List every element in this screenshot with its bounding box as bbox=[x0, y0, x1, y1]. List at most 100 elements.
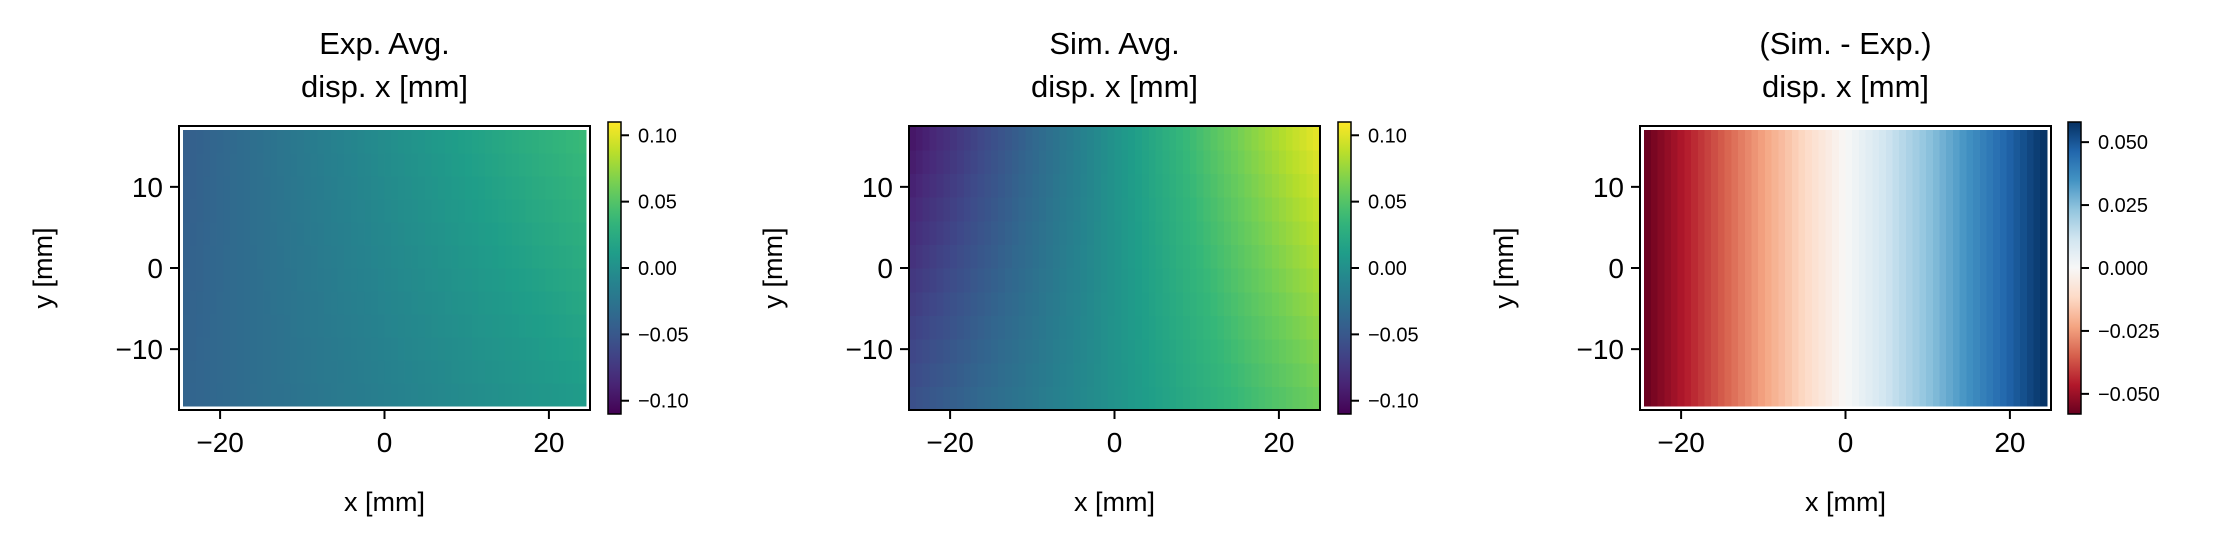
heatmap-cell bbox=[1039, 386, 1047, 411]
heatmap-cell bbox=[444, 130, 453, 154]
heatmap-cell bbox=[1093, 149, 1102, 174]
heatmap-cell bbox=[1121, 268, 1129, 293]
heatmap-cell bbox=[337, 153, 345, 177]
heatmap-cell bbox=[1272, 197, 1280, 222]
heatmap-cell bbox=[391, 268, 399, 292]
heatmap-cell bbox=[1832, 176, 1840, 200]
heatmap-cell bbox=[518, 290, 527, 315]
heatmap-cell bbox=[404, 359, 412, 384]
heatmap-cell bbox=[1244, 386, 1253, 411]
colorbar-tick-label: 0.025 bbox=[2098, 195, 2148, 217]
heatmap-cell bbox=[1684, 313, 1692, 338]
heatmap-cell bbox=[1818, 153, 1826, 177]
heatmap-cell bbox=[956, 339, 965, 364]
heatmap-cell bbox=[559, 336, 567, 361]
heatmap-cell bbox=[1952, 153, 1961, 177]
heatmap-cell bbox=[1966, 153, 1974, 177]
heatmap-cell bbox=[1114, 386, 1122, 411]
heatmap-cell bbox=[230, 130, 238, 154]
heatmap-cell bbox=[1865, 336, 1873, 361]
heatmap-cell bbox=[1670, 176, 1679, 200]
heatmap-cell bbox=[1046, 149, 1054, 174]
heatmap-cell bbox=[1919, 199, 1927, 223]
heatmap-cell bbox=[1986, 268, 1994, 292]
heatmap-cell bbox=[1162, 197, 1170, 222]
heatmap-cell bbox=[991, 126, 999, 151]
heatmap-cell bbox=[1845, 382, 1853, 407]
heatmap-cell bbox=[1771, 153, 1779, 177]
heatmap-cell bbox=[1059, 315, 1068, 340]
heatmap-cell bbox=[1872, 176, 1880, 200]
heatmap-cell bbox=[458, 130, 466, 154]
heatmap-cell bbox=[1100, 149, 1109, 174]
heatmap-cell bbox=[1744, 359, 1753, 384]
heatmap-cell bbox=[909, 386, 917, 411]
heatmap-cell bbox=[1176, 197, 1184, 222]
heatmap-cell bbox=[404, 222, 412, 246]
heatmap-cell bbox=[1148, 244, 1157, 269]
heatmap-cell bbox=[397, 222, 406, 246]
heatmap-cell bbox=[485, 313, 493, 338]
heatmap-cell bbox=[1778, 290, 1786, 315]
heatmap-cell bbox=[1272, 268, 1280, 293]
heatmap-cell bbox=[1148, 197, 1157, 222]
heatmap-cell bbox=[290, 130, 298, 154]
heatmap-cell bbox=[915, 220, 924, 245]
heatmap-cell bbox=[1892, 130, 1900, 154]
heatmap-cell bbox=[963, 268, 972, 293]
heatmap-cell bbox=[1798, 222, 1806, 246]
heatmap-cell bbox=[1885, 153, 1894, 177]
heatmap-cell bbox=[1114, 149, 1122, 174]
heatmap-cell bbox=[256, 290, 265, 315]
heatmap-cell bbox=[458, 245, 466, 269]
heatmap-cell bbox=[478, 176, 486, 200]
heatmap-cell bbox=[444, 359, 453, 384]
heatmap-cell bbox=[209, 290, 218, 315]
heatmap-cell bbox=[1087, 197, 1095, 222]
heatmap-cell bbox=[1979, 313, 1988, 338]
heatmap-cell bbox=[330, 130, 339, 154]
heatmap-cell bbox=[1664, 359, 1672, 384]
heatmap-cell bbox=[1717, 199, 1726, 223]
heatmap-cell bbox=[1093, 291, 1102, 316]
heatmap-cell bbox=[1046, 244, 1054, 269]
heatmap-cell bbox=[1691, 382, 1699, 407]
heatmap-cell bbox=[324, 153, 332, 177]
heatmap-cell bbox=[1306, 126, 1314, 151]
heatmap-cell bbox=[998, 268, 1006, 293]
heatmap-cell bbox=[1959, 336, 1967, 361]
heatmap-cell bbox=[1093, 244, 1102, 269]
y-axis-label: y [mm] bbox=[758, 228, 788, 309]
heatmap-cell bbox=[317, 176, 325, 200]
heatmap-cell bbox=[1162, 362, 1170, 387]
heatmap-cell bbox=[1278, 197, 1287, 222]
heatmap-cell bbox=[1939, 382, 1947, 407]
heatmap-cell bbox=[1244, 244, 1253, 269]
heatmap-cell bbox=[1717, 268, 1726, 292]
heatmap-cell bbox=[243, 130, 251, 154]
heatmap-cell bbox=[1858, 336, 1867, 361]
heatmap-cell bbox=[310, 313, 318, 338]
heatmap-cell bbox=[357, 268, 365, 292]
heatmap-cell bbox=[1141, 386, 1150, 411]
heatmap-cell bbox=[1979, 153, 1988, 177]
heatmap-cell bbox=[344, 222, 352, 246]
heatmap-cell bbox=[189, 290, 198, 315]
heatmap-cell bbox=[290, 359, 298, 384]
heatmap-cell bbox=[1811, 130, 1820, 154]
heatmap-cell bbox=[377, 336, 386, 361]
heatmap-cell bbox=[1872, 290, 1880, 315]
heatmap-cell bbox=[404, 199, 412, 223]
title-line-1: Sim. Avg. bbox=[1049, 26, 1179, 61]
heatmap-cell bbox=[1272, 339, 1280, 364]
heatmap-cell bbox=[1832, 313, 1840, 338]
heatmap-cell bbox=[377, 199, 386, 223]
heatmap-cell bbox=[1724, 336, 1732, 361]
heatmap-cell bbox=[371, 245, 379, 269]
heatmap-cell bbox=[2040, 290, 2048, 315]
heatmap-cell bbox=[438, 222, 446, 246]
heatmap-cell bbox=[1203, 126, 1211, 151]
heatmap-cell bbox=[936, 291, 944, 316]
heatmap-cell bbox=[317, 359, 325, 384]
heatmap-cell bbox=[478, 336, 486, 361]
